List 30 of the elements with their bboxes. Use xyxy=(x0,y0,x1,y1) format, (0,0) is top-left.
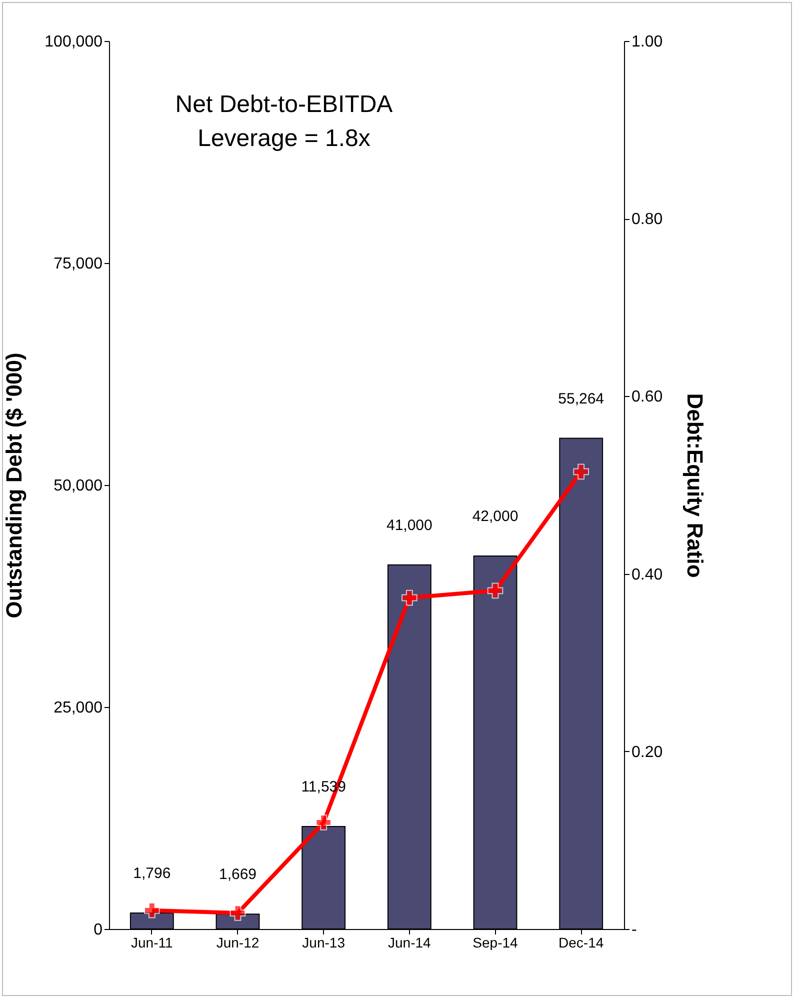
y-tick-label: 50,000 xyxy=(54,478,103,494)
y2-tick-label: 0.60 xyxy=(632,388,663,406)
data-label: 1,669 xyxy=(218,866,257,884)
y-tick-label: 75,000 xyxy=(54,256,103,272)
x-tick-label: Jun-11 xyxy=(131,934,174,950)
y-tick-label: 25,000 xyxy=(54,700,103,716)
y2-tick-label: 0.40 xyxy=(632,566,663,584)
point xyxy=(573,464,589,480)
point xyxy=(230,905,246,921)
x-tick-label: Dec-14 xyxy=(558,934,604,950)
y-axis-title: Outstanding Debt ($ '000) xyxy=(2,352,27,618)
x-tick-label: Jun-14 xyxy=(388,934,432,950)
data-label: 42,000 xyxy=(472,508,518,526)
y2-tick-label: 1.00 xyxy=(632,34,663,50)
data-label: 41,000 xyxy=(386,516,432,534)
y-tick-label: 0 xyxy=(94,922,103,938)
point xyxy=(402,590,418,606)
y2-tick-label: 0.20 xyxy=(632,744,663,761)
data-label: 55,264 xyxy=(558,390,604,408)
point xyxy=(316,814,332,830)
y2-tick-label: - xyxy=(632,922,637,938)
x-tick-label: Jun-12 xyxy=(216,934,260,950)
y2-axis-title: Debt:Equity Ratio xyxy=(682,393,708,578)
y-tick-label: 100,000 xyxy=(44,34,103,50)
y2-tick-label: 0.80 xyxy=(632,211,663,228)
point xyxy=(144,902,160,918)
annotation: Net Debt-to-EBITDA Leverage = 1.8x xyxy=(175,91,393,152)
point xyxy=(487,582,504,599)
x-tick-label: Jun-13 xyxy=(302,934,346,950)
data-label: 1,796 xyxy=(133,865,171,882)
